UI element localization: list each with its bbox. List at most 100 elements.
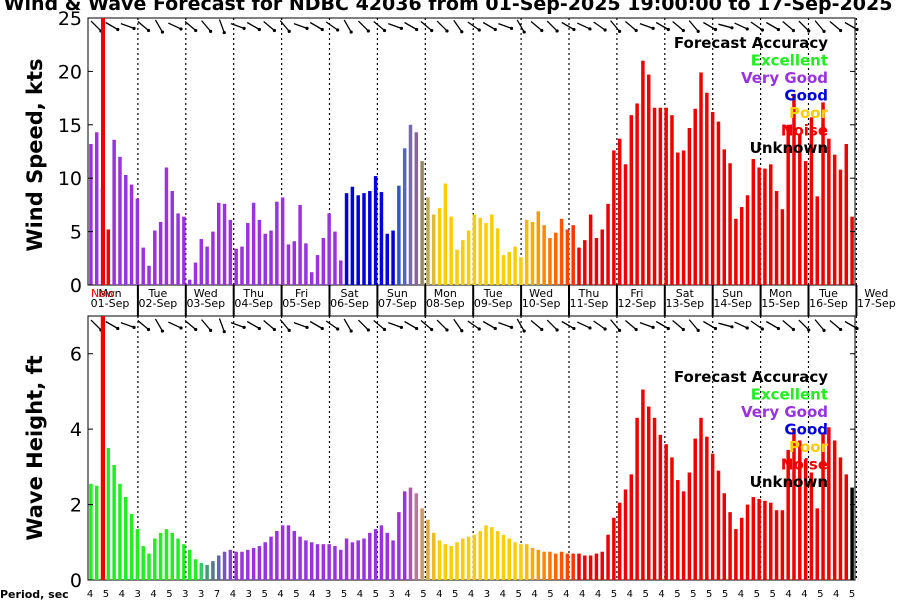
wind-bar <box>774 191 779 285</box>
period-label: 5 <box>690 589 696 600</box>
wind-direction-arrowhead <box>603 28 607 32</box>
wave-bar <box>803 459 808 580</box>
wind-direction-arrow <box>688 20 699 32</box>
wind-direction-arrow <box>498 22 512 30</box>
wind-bar <box>391 230 395 285</box>
wind-bar <box>286 244 291 285</box>
legend-entry: Unknown <box>750 473 828 491</box>
wave-bar <box>222 551 227 580</box>
wave-bar <box>350 542 355 580</box>
wave-bar <box>705 436 709 580</box>
wind-bar <box>519 257 523 285</box>
wave-direction-arrowhead <box>382 327 387 332</box>
day-date-label: 05-Sep <box>282 297 321 310</box>
wave-bar <box>821 432 825 580</box>
wind-direction-arrow <box>453 19 463 33</box>
wind-bar <box>798 134 802 285</box>
wave-bar <box>420 508 424 580</box>
period-label: 4 <box>738 589 744 600</box>
wave-direction-arrow <box>168 321 182 329</box>
period-label: 5 <box>293 589 299 600</box>
period-label: 4 <box>658 589 664 600</box>
wind-direction-arrowhead <box>839 28 843 33</box>
wave-bar <box>751 497 756 580</box>
period-label: 4 <box>833 589 839 600</box>
period-label: 4 <box>468 589 474 600</box>
wave-bar <box>216 555 221 580</box>
day-name-label: Thu <box>578 287 600 300</box>
day-name-label: Fri <box>630 287 643 300</box>
wind-bar <box>600 229 604 285</box>
wind-bar <box>501 255 506 285</box>
wind-bar <box>379 192 384 285</box>
legend-entry: Very Good <box>741 69 828 87</box>
wave-direction-arrow <box>546 319 558 331</box>
wave-direction-arrow <box>420 320 433 330</box>
wind-bar <box>216 202 221 285</box>
day-name-label: Fri <box>295 287 308 300</box>
wave-direction-arrow <box>105 320 119 330</box>
day-date-label: 13-Sep <box>665 297 704 310</box>
wind-bar <box>350 186 355 285</box>
wave-bar <box>414 493 419 580</box>
period-label: 4 <box>531 589 537 600</box>
wave-direction-arrow <box>576 321 591 329</box>
wind-direction-arrowhead <box>415 27 419 32</box>
wave-direction-arrow <box>482 320 496 330</box>
wind-direction-arrowhead <box>430 28 434 33</box>
wave-bar <box>234 551 238 580</box>
wind-bar <box>687 128 692 285</box>
period-label: 4 <box>404 589 410 600</box>
period-label: 4 <box>627 589 633 600</box>
wind-direction-arrowhead <box>666 27 670 32</box>
wave-bar <box>124 497 128 580</box>
wave-direction-arrow <box>246 320 260 330</box>
wave-direction-arrowhead <box>160 329 165 333</box>
day-name-label: Tue <box>148 287 168 300</box>
wave-bar <box>356 540 360 580</box>
wind-direction-arrow <box>610 20 621 32</box>
wave-direction-arrowhead <box>822 328 826 332</box>
wave-direction-arrowhead <box>305 325 309 329</box>
day-date-label: 06-Sep <box>330 297 369 310</box>
period-label: 5 <box>817 589 823 600</box>
wave-direction-arrow <box>765 320 779 330</box>
period-label: 5 <box>706 589 712 600</box>
wind-direction-arrow <box>782 21 794 31</box>
wave-bar <box>129 514 134 580</box>
wind-bar <box>472 214 477 285</box>
wave-direction-arrowhead <box>257 326 261 331</box>
wave-bar <box>710 453 715 580</box>
wave-bar <box>251 547 256 580</box>
wave-bar <box>339 549 343 580</box>
legend-entry: Very Good <box>741 403 828 421</box>
wave-direction-arrowhead <box>713 326 718 331</box>
wave-bar <box>478 530 482 580</box>
wave-bar <box>269 536 273 580</box>
wind-bar <box>745 195 750 285</box>
wave-bar <box>373 529 378 580</box>
wind-direction-arrow <box>576 22 591 30</box>
wind-bar <box>612 150 616 285</box>
wave-bar <box>554 553 558 580</box>
wave-bar <box>565 553 570 580</box>
wave-bar <box>606 534 610 580</box>
wave-direction-arrowhead <box>194 327 198 332</box>
wave-bar <box>170 532 174 580</box>
wave-bar <box>612 517 616 580</box>
wave-direction-arrow <box>90 319 102 331</box>
period-label: 5 <box>642 589 648 600</box>
wind-bar <box>734 218 738 285</box>
wind-direction-arrowhead <box>366 29 370 33</box>
wind-bar <box>827 138 831 285</box>
wind-direction-arrow <box>388 22 402 30</box>
wind-bar <box>455 249 459 285</box>
wind-direction-arrow <box>482 21 496 31</box>
wave-bar <box>757 498 761 580</box>
wave-ytick-label: 2 <box>70 495 82 517</box>
wind-bar <box>298 204 302 285</box>
period-axis-label: Period, sec <box>0 588 69 600</box>
wave-direction-arrowhead <box>146 327 151 332</box>
wave-direction-arrow <box>530 320 543 330</box>
wind-bar <box>327 213 331 285</box>
